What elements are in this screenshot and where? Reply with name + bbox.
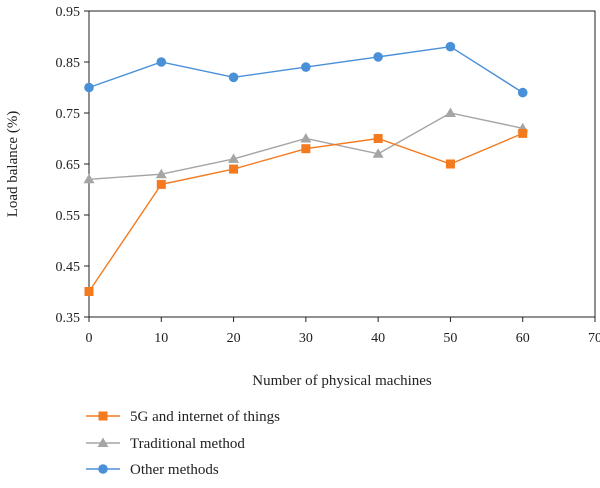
legend-item: 5G and internet of things	[86, 409, 280, 425]
y-tick-label: 0.55	[56, 209, 81, 224]
legend: 5G and internet of things Traditional met…	[86, 409, 280, 478]
data-point	[373, 52, 383, 62]
legend-item: Traditional method	[86, 436, 245, 452]
y-axis-title: Load balance (%)	[5, 111, 21, 218]
series-layer	[84, 42, 529, 296]
y-tick-label: 0.65	[56, 158, 81, 173]
legend-label: Other methods	[130, 462, 219, 478]
data-point	[445, 108, 456, 118]
y-tick-label: 0.95	[56, 5, 81, 20]
x-tick-label: 50	[443, 331, 457, 346]
plot-frame	[89, 11, 595, 317]
legend-marker	[98, 438, 109, 448]
data-point	[156, 57, 166, 67]
x-tick-label: 0	[86, 331, 93, 346]
data-point	[518, 129, 527, 138]
data-point	[300, 133, 311, 143]
series-square	[85, 129, 528, 296]
data-point	[84, 83, 94, 93]
y-tick-label: 0.35	[56, 311, 81, 326]
legend-marker	[99, 412, 108, 421]
data-point	[301, 62, 311, 72]
data-point	[85, 287, 94, 296]
data-point	[301, 144, 310, 153]
x-tick-label: 60	[516, 331, 530, 346]
legend-label: 5G and internet of things	[130, 409, 280, 425]
x-axis-ticks: 0 10 20 30 40 50 60 70	[86, 317, 600, 346]
data-point	[157, 180, 166, 189]
data-point	[374, 134, 383, 143]
data-point	[446, 160, 455, 169]
axes	[89, 11, 595, 317]
x-tick-label: 30	[299, 331, 313, 346]
y-tick-label: 0.75	[56, 107, 81, 122]
data-point	[446, 42, 456, 52]
x-axis-title: Number of physical machines	[252, 373, 432, 389]
data-point	[229, 165, 238, 174]
legend-item: Other methods	[86, 462, 219, 478]
y-axis-ticks: 0.35 0.45 0.55 0.65 0.75 0.85 0.95	[56, 5, 90, 326]
legend-label: Traditional method	[130, 436, 245, 452]
y-tick-label: 0.85	[56, 56, 81, 71]
x-tick-label: 70	[588, 331, 600, 346]
x-tick-label: 20	[227, 331, 241, 346]
legend-marker	[98, 464, 108, 474]
data-point	[518, 88, 528, 98]
y-tick-label: 0.45	[56, 260, 81, 275]
x-tick-label: 10	[154, 331, 168, 346]
x-tick-label: 40	[371, 331, 385, 346]
series-circle	[84, 42, 527, 97]
series-line	[89, 133, 523, 291]
data-point	[229, 73, 239, 83]
